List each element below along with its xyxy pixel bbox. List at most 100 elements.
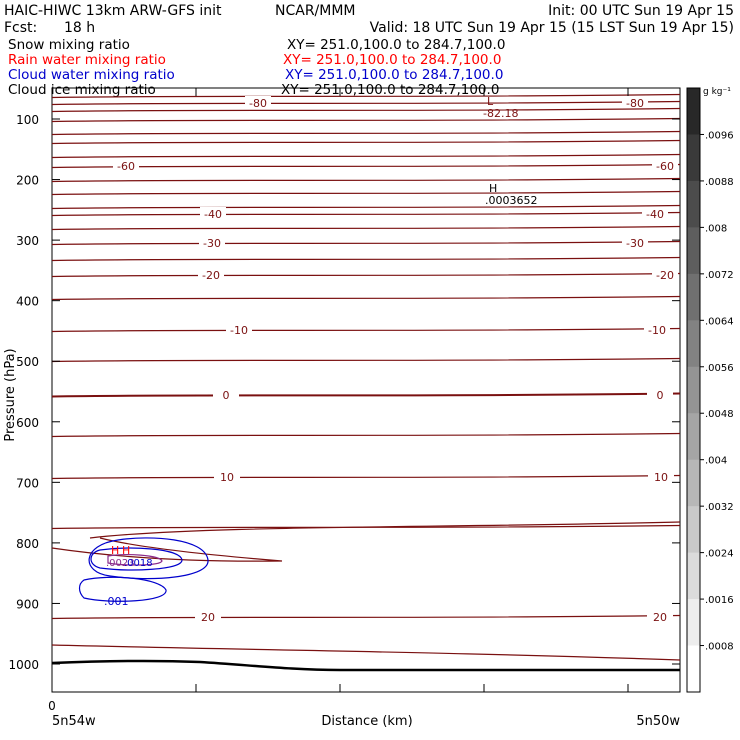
isotherm-line-13: [51, 240, 681, 246]
isotherm-label-7-0: -60: [117, 160, 135, 173]
colorbar-tick-label-8: .0032: [705, 502, 734, 513]
x-left-label: 5n54w: [52, 714, 96, 729]
isotherm-label-bg-19-1: [647, 388, 673, 402]
isotherm-label-15-1: -20: [656, 269, 674, 282]
isotherm-line-8: [51, 177, 681, 183]
rain-contour: [107, 554, 163, 566]
colorbar-unit: g kg⁻¹: [703, 87, 731, 97]
y-axis-label: Pressure (hPa): [3, 348, 18, 441]
colorbar-tick-label-5: .0056: [705, 363, 734, 374]
isotherm-label-19-1: 0: [657, 389, 664, 402]
colorbar-bin-1: [687, 134, 700, 182]
colorbar: .0096 .0088 .008 .0072 .0064 .0056 .0048 .004 .0…: [686, 87, 734, 693]
colorbar-bin-11: [687, 599, 700, 647]
isotherm-label-bg-11-1: [642, 207, 668, 221]
colorbar-bin-5: [687, 320, 700, 368]
isotherm-line-5: [51, 139, 681, 145]
isotherm-line-21: [51, 474, 681, 480]
isotherm-960: [51, 644, 681, 661]
y-tick-label-500: 500: [16, 355, 39, 369]
extremum-high-rain-marker: H: [111, 544, 119, 557]
y-tick-label-1000: 1000: [8, 658, 39, 672]
isotherm-750: [89, 521, 681, 539]
extremum-high-ice-value: .0003652: [485, 194, 538, 207]
field-name-cloud-water: Cloud water mixing ratio: [8, 67, 175, 83]
isotherm-label-bg-1-1: [622, 96, 648, 110]
isotherm-label-19-0: 0: [223, 389, 230, 402]
field-name-rain: Rain water mixing ratio: [8, 52, 166, 68]
valid-time: Valid: 18 UTC Sun 19 Apr 15 (15 LST Sun …: [370, 20, 734, 36]
isotherm-label-bg-17-1: [644, 323, 670, 337]
isotherm-label-bg-17-0: [226, 323, 252, 337]
y-tick-label-600: 600: [16, 416, 39, 430]
isotherm-label-21-1: 10: [654, 471, 668, 484]
isotherm-label-13-1: -30: [626, 237, 644, 250]
isotherm-label-15-0: -20: [202, 269, 220, 282]
colorbar-tick-label-10: .0016: [705, 595, 734, 606]
colorbar-bin-7: [687, 413, 700, 461]
isotherm-line-4: [51, 130, 681, 136]
x-axis-label: Distance (km): [321, 714, 412, 729]
isotherm-line-11: [51, 211, 681, 217]
x-axis: [51, 88, 629, 692]
isotherm-label-21-0: 10: [220, 471, 234, 484]
field-xy-cloud-water: XY= 251.0,100.0 to 284.7,100.0: [285, 67, 503, 83]
isotherm-label-bg-23-0: [195, 610, 221, 624]
y-tick-label-400: 400: [16, 295, 39, 309]
isotherm-label-17-0: -10: [230, 324, 248, 337]
isotherm-label-bg-21-1: [648, 470, 674, 484]
field-xy-rain: XY= 251.0,100.0 to 284.7,100.0: [283, 52, 501, 68]
colorbar-tick-label-11: .0008: [705, 642, 734, 653]
isotherm-label-11-1: -40: [646, 208, 664, 221]
isotherm-line-0: [51, 93, 681, 99]
y-tick-label-200: 200: [16, 174, 39, 188]
isotherm-label-23-0: 20: [201, 611, 215, 624]
cloud-water-label: .001: [104, 595, 129, 608]
isotherm-label-bg-7-0: [113, 159, 139, 173]
isotherm-label-bg-21-0: [214, 470, 240, 484]
field-name-cloud-ice: Cloud ice mixing ratio: [8, 82, 156, 98]
plot-frame: [51, 87, 681, 693]
colorbar-bin-3: [687, 227, 700, 275]
y-tick-label-900: 900: [16, 597, 39, 611]
isotherm-label-bg-15-0: [198, 268, 224, 282]
extremum-low-marker: L: [487, 95, 494, 108]
field-xy-snow: XY= 251.0,100.0 to 284.7,100.0: [287, 37, 505, 53]
field-xy-cloud-ice: XY= 251.0,100.0 to 284.7,100.0: [281, 82, 499, 98]
isotherm-label-bg-19-0: [213, 388, 239, 402]
isotherm-label-bg-13-1: [622, 236, 648, 250]
extremum-high-cloud-value: .0018: [124, 558, 153, 569]
isotherm-label-bg-15-1: [652, 268, 678, 282]
colorbar-bin-0: [687, 88, 700, 135]
isotherm-label-13-0: -30: [203, 237, 221, 250]
isotherm-label-17-1: -10: [648, 324, 666, 337]
colorbar-tick-label-9: .0024: [705, 549, 734, 560]
isotherm-label-bg-1-0: [245, 96, 271, 110]
isotherm-line-3: [51, 117, 681, 123]
extremum-high-cloud-marker: H: [122, 544, 130, 557]
y-tick-label-700: 700: [16, 476, 39, 490]
colorbar-tick-label-7: .004: [705, 456, 727, 467]
extremum-low-value: -82.18: [483, 107, 518, 120]
isotherm-line-17: [51, 327, 681, 333]
colorbar-bin-9: [687, 506, 700, 554]
y-tick-label-100: 100: [16, 113, 39, 127]
colorbar-frame: [686, 87, 701, 693]
isotherm-line-10: [51, 204, 681, 210]
isotherm-label-bg-23-1: [647, 610, 673, 624]
extremum-high-rain-value: .0023: [106, 558, 135, 569]
colorbar-bin-10: [687, 552, 700, 600]
isotherm-label-bg-13-0: [199, 236, 225, 250]
cloud-water-contour-2: [90, 547, 183, 571]
isotherm-label-bg-7-1: [652, 159, 678, 173]
colorbar-tick-label-3: .0072: [705, 270, 734, 281]
isotherm-line-2: [51, 107, 681, 113]
colorbar-tick-label-2: .008: [705, 223, 727, 234]
isotherm-line-15: [51, 272, 681, 278]
colorbar-bin-4: [687, 273, 700, 321]
colorbar-tick-label-4: .0064: [705, 316, 734, 327]
